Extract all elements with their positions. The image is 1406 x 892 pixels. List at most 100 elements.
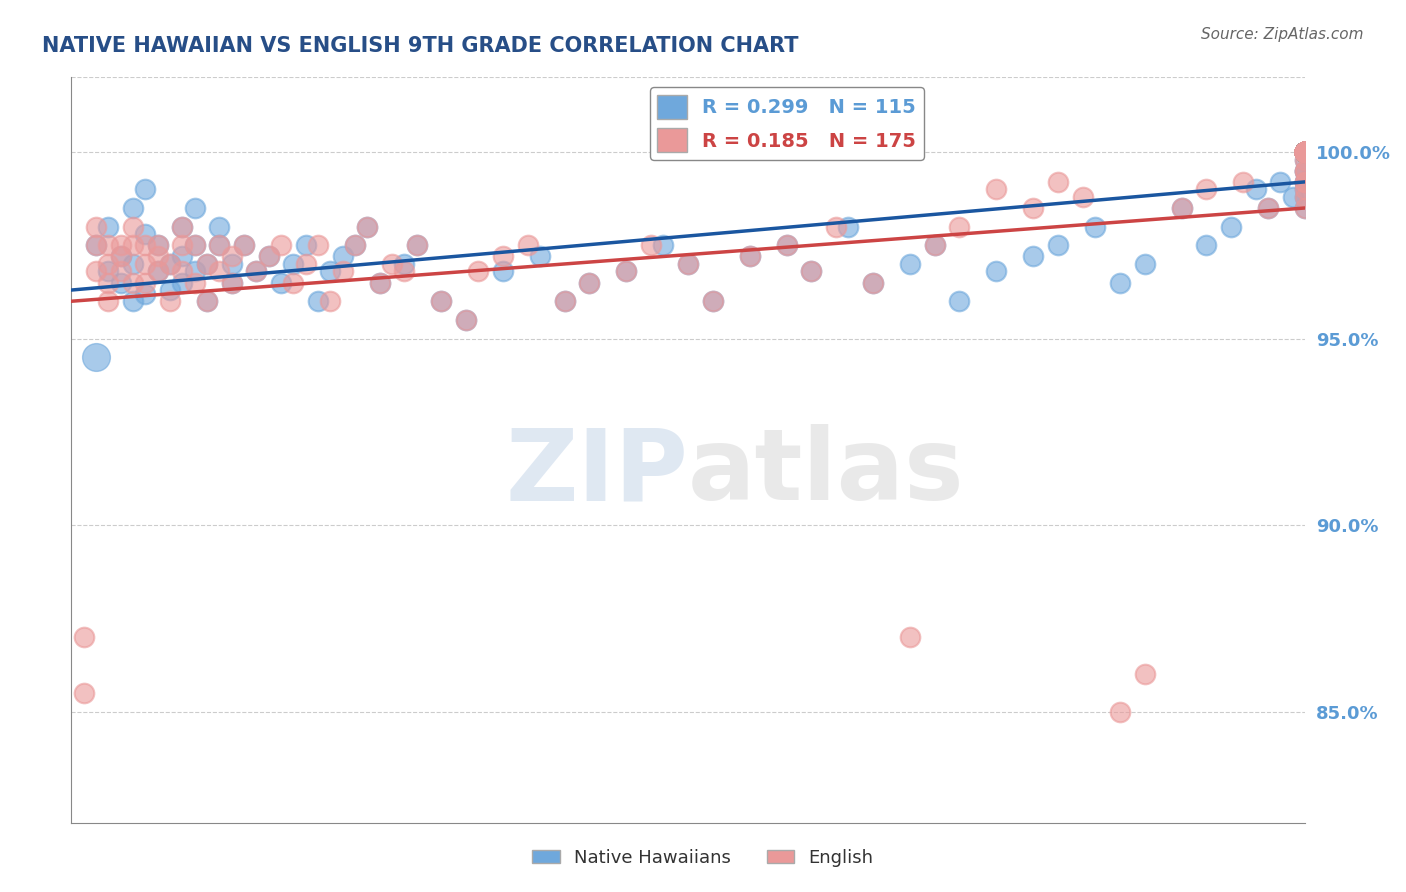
- Point: [1294, 145, 1316, 159]
- Point: [1294, 145, 1316, 159]
- Point: [97, 294, 120, 309]
- Point: [1294, 145, 1316, 159]
- Point: [1294, 190, 1316, 204]
- Point: [1294, 163, 1316, 178]
- Point: [110, 264, 132, 278]
- Point: [1294, 145, 1316, 159]
- Point: [1294, 163, 1316, 178]
- Point: [1294, 145, 1316, 159]
- Point: [208, 238, 231, 252]
- Point: [1294, 182, 1316, 196]
- Point: [1294, 145, 1316, 159]
- Point: [319, 294, 342, 309]
- Point: [1294, 145, 1316, 159]
- Point: [97, 276, 120, 290]
- Point: [1294, 145, 1316, 159]
- Point: [1294, 145, 1316, 159]
- Point: [1294, 145, 1316, 159]
- Point: [159, 257, 181, 271]
- Point: [1294, 145, 1316, 159]
- Point: [368, 276, 391, 290]
- Point: [394, 257, 416, 271]
- Point: [1294, 145, 1316, 159]
- Point: [1294, 145, 1316, 159]
- Point: [1294, 145, 1316, 159]
- Point: [1294, 145, 1316, 159]
- Point: [1294, 145, 1316, 159]
- Point: [1294, 145, 1316, 159]
- Point: [1294, 145, 1316, 159]
- Point: [1294, 182, 1316, 196]
- Point: [516, 238, 538, 252]
- Point: [1294, 145, 1316, 159]
- Point: [1294, 201, 1316, 215]
- Point: [1294, 175, 1316, 189]
- Point: [208, 219, 231, 234]
- Point: [394, 264, 416, 278]
- Point: [1294, 145, 1316, 159]
- Point: [1294, 145, 1316, 159]
- Point: [986, 264, 1008, 278]
- Point: [245, 264, 267, 278]
- Point: [1294, 145, 1316, 159]
- Point: [1294, 145, 1316, 159]
- Point: [578, 276, 600, 290]
- Point: [467, 264, 489, 278]
- Point: [257, 250, 280, 264]
- Point: [1294, 145, 1316, 159]
- Point: [1294, 145, 1316, 159]
- Point: [1294, 145, 1316, 159]
- Point: [1294, 145, 1316, 159]
- Legend: R = 0.299   N = 115, R = 0.185   N = 175: R = 0.299 N = 115, R = 0.185 N = 175: [650, 87, 924, 160]
- Point: [1294, 145, 1316, 159]
- Point: [1294, 145, 1316, 159]
- Point: [134, 238, 156, 252]
- Point: [430, 294, 453, 309]
- Text: NATIVE HAWAIIAN VS ENGLISH 9TH GRADE CORRELATION CHART: NATIVE HAWAIIAN VS ENGLISH 9TH GRADE COR…: [42, 36, 799, 55]
- Point: [1294, 201, 1316, 215]
- Point: [110, 250, 132, 264]
- Point: [1294, 145, 1316, 159]
- Point: [1294, 145, 1316, 159]
- Point: [1294, 153, 1316, 167]
- Point: [172, 219, 194, 234]
- Point: [1294, 145, 1316, 159]
- Text: atlas: atlas: [688, 425, 965, 521]
- Point: [1170, 201, 1192, 215]
- Point: [122, 238, 145, 252]
- Point: [368, 276, 391, 290]
- Point: [134, 182, 156, 196]
- Point: [307, 238, 329, 252]
- Legend: Native Hawaiians, English: Native Hawaiians, English: [526, 842, 880, 874]
- Point: [195, 294, 218, 309]
- Point: [84, 219, 107, 234]
- Point: [825, 219, 848, 234]
- Point: [862, 276, 884, 290]
- Point: [84, 238, 107, 252]
- Point: [332, 264, 354, 278]
- Point: [1294, 145, 1316, 159]
- Point: [1244, 182, 1267, 196]
- Point: [616, 264, 638, 278]
- Point: [1294, 145, 1316, 159]
- Point: [1294, 175, 1316, 189]
- Point: [1294, 145, 1316, 159]
- Point: [1270, 175, 1292, 189]
- Point: [221, 276, 243, 290]
- Point: [1294, 145, 1316, 159]
- Point: [294, 238, 316, 252]
- Point: [1294, 145, 1316, 159]
- Point: [1294, 145, 1316, 159]
- Point: [1294, 145, 1316, 159]
- Point: [159, 294, 181, 309]
- Point: [1294, 145, 1316, 159]
- Point: [110, 250, 132, 264]
- Point: [702, 294, 724, 309]
- Point: [343, 238, 366, 252]
- Point: [702, 294, 724, 309]
- Point: [1294, 145, 1316, 159]
- Point: [172, 250, 194, 264]
- Point: [492, 264, 515, 278]
- Point: [1294, 145, 1316, 159]
- Point: [146, 264, 169, 278]
